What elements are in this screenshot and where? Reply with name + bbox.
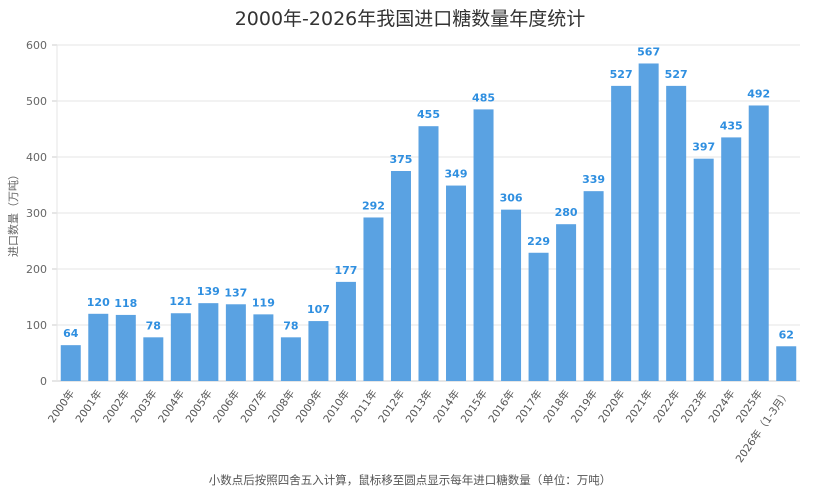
x-tick-label: 2003年 — [128, 387, 160, 425]
bar[interactable] — [198, 303, 219, 381]
x-tick-label: 2026年（1-3月） — [733, 387, 793, 465]
bar[interactable] — [528, 252, 549, 381]
x-tick-label: 2020年 — [596, 387, 628, 425]
x-tick-label: 2001年 — [73, 387, 105, 425]
x-tick-label: 2013年 — [403, 387, 435, 425]
x-tick-label: 2018年 — [541, 387, 573, 425]
data-label: 292 — [362, 199, 385, 212]
x-tick-label: 2000年 — [45, 387, 77, 425]
bar[interactable] — [225, 304, 246, 381]
x-tick-label: 2002年 — [100, 387, 132, 425]
data-label: 107 — [307, 303, 330, 316]
bar[interactable] — [143, 337, 164, 381]
data-label: 177 — [334, 264, 357, 277]
x-tick-label: 2007年 — [238, 387, 270, 425]
data-label: 339 — [582, 173, 605, 186]
bar[interactable] — [583, 191, 604, 381]
data-label: 78 — [283, 319, 298, 332]
bar[interactable] — [60, 345, 81, 381]
bar[interactable] — [115, 314, 136, 381]
x-tick-label: 2023年 — [678, 387, 710, 425]
data-label: 492 — [747, 87, 770, 100]
bar[interactable] — [748, 105, 769, 381]
x-tick-label: 2021年 — [623, 387, 655, 425]
data-label: 485 — [472, 91, 495, 104]
bar[interactable] — [473, 109, 494, 382]
bar[interactable] — [170, 313, 191, 381]
data-label: 78 — [146, 319, 161, 332]
bar[interactable] — [446, 185, 467, 381]
bar[interactable] — [666, 85, 687, 381]
x-tick-label: 2022年 — [651, 387, 683, 425]
data-label: 139 — [197, 285, 220, 298]
x-tick-label: 2010年 — [320, 387, 352, 425]
data-label: 121 — [169, 295, 192, 308]
data-label: 349 — [445, 168, 468, 181]
x-tick-label: 2008年 — [265, 387, 297, 425]
x-tick-label: 2016年 — [486, 387, 518, 425]
y-axis-label: 进口数量（万吨） — [7, 169, 20, 257]
bar[interactable] — [721, 137, 742, 381]
bar[interactable] — [693, 158, 714, 381]
data-label: 527 — [610, 68, 633, 81]
data-label: 229 — [527, 235, 550, 248]
data-label: 118 — [114, 297, 137, 310]
x-tick-label: 2015年 — [458, 387, 490, 425]
data-label: 64 — [63, 327, 79, 340]
bar[interactable] — [253, 314, 274, 381]
bar[interactable] — [335, 281, 356, 381]
y-tick-label: 600 — [26, 39, 47, 52]
footnote: 小数点后按照四舍五入计算，鼠标移至圆点显示每年进口糖数量（单位：万吨） — [209, 473, 612, 487]
bar[interactable] — [501, 209, 522, 381]
y-tick-label: 400 — [26, 151, 47, 164]
x-tick-label: 2019年 — [568, 387, 600, 425]
data-label: 119 — [252, 296, 275, 309]
data-label: 435 — [720, 119, 743, 132]
data-label: 397 — [692, 141, 715, 154]
bar[interactable] — [776, 346, 797, 381]
data-label: 306 — [500, 192, 523, 205]
x-tick-label: 2011年 — [348, 387, 380, 425]
x-tick-label: 2009年 — [293, 387, 325, 425]
x-tick-label: 2012年 — [375, 387, 407, 425]
bar[interactable] — [363, 217, 384, 381]
data-label: 62 — [779, 328, 794, 341]
bar[interactable] — [88, 313, 109, 381]
y-tick-label: 0 — [40, 375, 47, 388]
bar[interactable] — [308, 321, 329, 381]
data-label: 120 — [87, 296, 110, 309]
x-tick-label: 2004年 — [155, 387, 187, 425]
x-tick-label: 2006年 — [210, 387, 242, 425]
y-tick-label: 100 — [26, 319, 47, 332]
y-tick-label: 500 — [26, 95, 47, 108]
bar[interactable] — [638, 63, 659, 381]
bar[interactable] — [280, 337, 301, 381]
y-tick-label: 300 — [26, 207, 47, 220]
data-label: 527 — [665, 68, 688, 81]
x-tick-label: 2005年 — [183, 387, 215, 425]
data-label: 455 — [417, 108, 440, 121]
data-label: 137 — [224, 286, 247, 299]
x-tick-label: 2017年 — [513, 387, 545, 425]
y-tick-label: 200 — [26, 263, 47, 276]
chart-title: 2000年-2026年我国进口糖数量年度统计 — [235, 8, 586, 30]
data-label: 280 — [555, 206, 578, 219]
data-label: 567 — [637, 45, 660, 58]
x-tick-label: 2024年 — [706, 387, 738, 425]
bar[interactable] — [418, 126, 439, 381]
bar[interactable] — [390, 171, 411, 381]
bar[interactable] — [611, 85, 632, 381]
data-label: 375 — [389, 153, 412, 166]
bar[interactable] — [556, 224, 577, 381]
x-tick-label: 2014年 — [430, 387, 462, 425]
